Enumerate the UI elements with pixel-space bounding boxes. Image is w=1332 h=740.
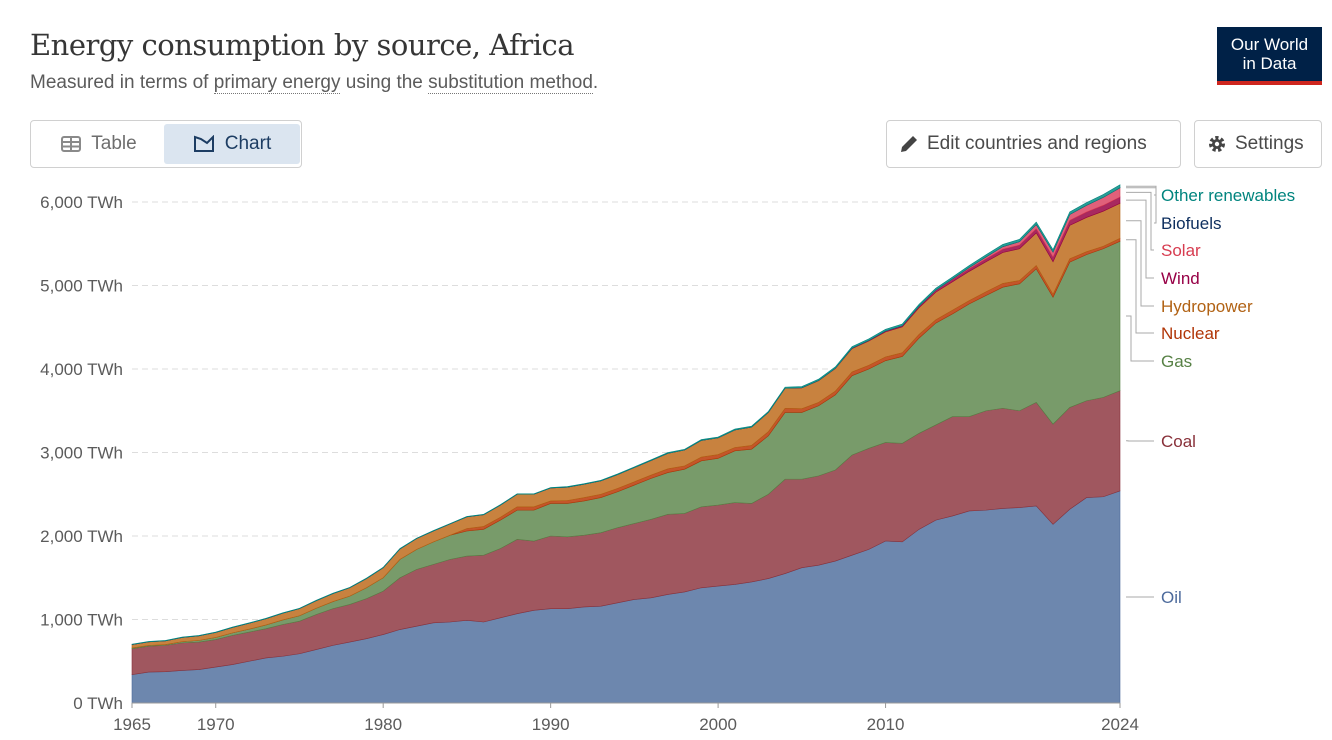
area-wind xyxy=(131,196,1121,645)
legend-label-biofuels: Biofuels xyxy=(1161,214,1221,233)
tab-chart[interactable]: Chart xyxy=(164,124,300,164)
subtitle: Measured in terms of primary energy usin… xyxy=(30,72,598,94)
pencil-icon xyxy=(901,136,917,152)
edit-label: Edit countries and regions xyxy=(927,133,1147,154)
subtitle-text: Measured in terms of xyxy=(30,72,214,93)
gear-icon xyxy=(1209,136,1225,152)
y-tick-label: 0 TWh xyxy=(73,694,123,713)
legend-connector xyxy=(1126,187,1157,224)
chart-icon xyxy=(193,135,214,152)
area-coal xyxy=(131,390,1121,675)
area-nuclear xyxy=(131,237,1121,649)
x-tick-label: 1970 xyxy=(197,715,235,734)
x-tick-label: 1965 xyxy=(113,715,151,734)
logo-line: in Data xyxy=(1242,54,1297,73)
area-hydropower xyxy=(131,202,1121,649)
y-tick-label: 4,000 TWh xyxy=(40,360,123,379)
area-biofuels xyxy=(131,187,1121,645)
legend-connector xyxy=(1126,220,1154,307)
x-tick-label: 2010 xyxy=(867,715,905,734)
legend-label-hydropower: Hydropower xyxy=(1161,297,1253,316)
y-tick-label: 6,000 TWh xyxy=(40,193,123,212)
subtitle-text: . xyxy=(592,72,599,93)
y-tick-label: 1,000 TWh xyxy=(40,611,123,630)
x-tick-label: 2024 xyxy=(1101,715,1139,734)
tab-label: Chart xyxy=(224,133,272,154)
primary-energy-link[interactable]: primary energy xyxy=(213,72,341,94)
area-solar xyxy=(131,187,1121,645)
x-tick-label: 1980 xyxy=(364,715,402,734)
logo-line: Our World xyxy=(1230,35,1309,54)
legend-connector xyxy=(1126,315,1154,362)
legend-label-gas: Gas xyxy=(1161,352,1192,371)
area-gas xyxy=(131,240,1121,650)
y-tick-label: 2,000 TWh xyxy=(40,527,123,546)
view-toggle: Table Chart xyxy=(30,120,302,168)
owid-logo[interactable]: Our World in Data xyxy=(1217,27,1322,85)
area-other-renewables xyxy=(131,184,1121,645)
legend-connector xyxy=(1126,239,1154,334)
legend-label-coal: Coal xyxy=(1161,432,1196,451)
legend-label-oil: Oil xyxy=(1161,588,1182,607)
legend-connector xyxy=(1126,185,1157,196)
tab-table[interactable]: Table xyxy=(34,124,164,164)
legend-connector xyxy=(1126,199,1154,279)
logo-accent-bar xyxy=(1217,81,1322,85)
tab-label: Table xyxy=(91,133,137,154)
page-title: Energy consumption by source, Africa xyxy=(30,28,575,62)
substitution-method-link[interactable]: substitution method xyxy=(428,72,593,94)
legend-connector xyxy=(1126,191,1154,251)
legend-label-wind: Wind xyxy=(1161,269,1200,288)
settings-label: Settings xyxy=(1235,133,1304,154)
y-tick-label: 3,000 TWh xyxy=(40,444,123,463)
legend-label-nuclear: Nuclear xyxy=(1161,324,1220,343)
table-icon xyxy=(61,136,82,152)
legend-label-other-renewables: Other renewables xyxy=(1161,186,1295,205)
edit-countries-button[interactable]: Edit countries and regions xyxy=(886,120,1181,168)
subtitle-text: using the xyxy=(340,72,429,93)
settings-button[interactable]: Settings xyxy=(1194,120,1322,168)
area-oil xyxy=(131,490,1121,704)
y-tick-label: 5,000 TWh xyxy=(40,277,123,296)
legend-label-solar: Solar xyxy=(1161,241,1201,260)
x-tick-label: 2000 xyxy=(699,715,737,734)
x-tick-label: 1990 xyxy=(532,715,570,734)
